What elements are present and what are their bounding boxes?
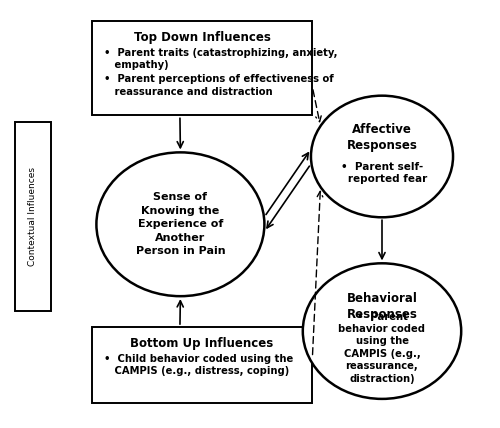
Text: •  Parent perceptions of effectiveness of
   reassurance and distraction: • Parent perceptions of effectiveness of… [104,74,334,97]
Circle shape [311,96,453,217]
FancyBboxPatch shape [15,122,51,311]
Text: Affective
Responses: Affective Responses [346,124,418,152]
Text: Bottom Up Influences: Bottom Up Influences [130,337,274,350]
Text: •  Child behavior coded using the
   CAMPIS (e.g., distress, coping): • Child behavior coded using the CAMPIS … [104,354,293,377]
Text: Sense of
Knowing the
Experience of
Another
Person in Pain: Sense of Knowing the Experience of Anoth… [136,192,225,256]
Text: Top Down Influences: Top Down Influences [134,31,270,44]
Text: •  Parent self-
   reported fear: • Parent self- reported fear [337,162,427,184]
Circle shape [96,152,264,296]
Text: Behavioral
Responses: Behavioral Responses [346,292,418,321]
FancyBboxPatch shape [92,327,312,403]
FancyBboxPatch shape [92,21,312,116]
Circle shape [303,263,461,399]
Text: Contextual Influences: Contextual Influences [28,166,38,265]
Text: •  Parent
behavior coded
using the
CAMPIS (e.g.,
reassurance,
distraction): • Parent behavior coded using the CAMPIS… [338,312,426,383]
Text: •  Parent traits (catastrophizing, anxiety,
   empathy): • Parent traits (catastrophizing, anxiet… [104,48,337,70]
